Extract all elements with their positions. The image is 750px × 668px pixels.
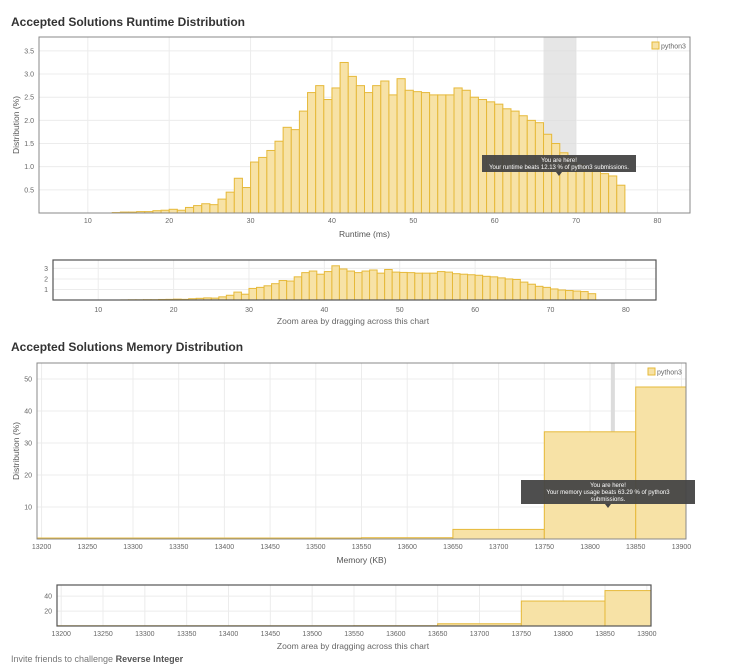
plot-frame <box>36 362 687 540</box>
y-axis-title: Distribution (%) <box>11 422 21 480</box>
memory-distribution-chart[interactable]: 13200 13250 13300 13350 13400 13450 13500 13550… <box>0 0 750 570</box>
x-tick-label: 13350 <box>177 631 197 638</box>
legend-label: python3 <box>657 370 682 377</box>
x-tick-label: 13300 <box>123 544 143 551</box>
y-tick-label: 2.0 <box>24 118 34 125</box>
runtime-zoom-navigator[interactable]: 10 20 30 40 50 60 70 80 1 2 3 Zoom area by dragging… <box>0 0 750 330</box>
runtime-tooltip-pointer <box>556 172 562 176</box>
x-tick-label: 13400 <box>219 631 239 638</box>
y-tick-label: 1 <box>44 287 48 294</box>
x-tick-label: 13200 <box>32 544 52 551</box>
plot-frame <box>52 259 657 301</box>
memory-section-title: Accepted Solutions Memory Distribution <box>11 340 244 354</box>
runtime-tooltip-title: You are here! <box>541 158 577 164</box>
x-axis-title: Memory (KB) <box>336 555 386 565</box>
x-tick-label: 13550 <box>344 631 364 638</box>
invite-friends-text: Invite friends to challenge Reverse Inte… <box>11 654 183 664</box>
x-tick-label: 13700 <box>489 544 509 551</box>
y-tick-label: 0.5 <box>24 187 34 194</box>
x-tick-label: 13650 <box>443 544 463 551</box>
x-tick-label: 13900 <box>637 631 657 638</box>
x-tick-label: 13600 <box>386 631 406 638</box>
footer-prefix: Invite friends to challenge <box>11 654 114 664</box>
x-tick-label: 13300 <box>135 631 155 638</box>
memory-tooltip-box <box>521 480 695 504</box>
y-tick-label: 40 <box>44 594 52 601</box>
histogram-bar <box>635 386 687 540</box>
x-tick-label: 30 <box>247 218 255 225</box>
x-tick-label: 13800 <box>553 631 573 638</box>
x-tick-label: 80 <box>622 307 630 314</box>
y-tick-label: 1.0 <box>24 164 34 171</box>
y-tick-label: 3.0 <box>24 72 34 79</box>
x-tick-label: 20 <box>170 307 178 314</box>
legend-label: python3 <box>661 44 686 51</box>
plot-frame <box>38 36 691 214</box>
x-tick-label: 13750 <box>535 544 555 551</box>
x-tick-label: 13400 <box>215 544 235 551</box>
x-tick-label: 13900 <box>672 544 692 551</box>
x-tick-label: 50 <box>409 218 417 225</box>
x-tick-label: 13750 <box>512 631 532 638</box>
legend-swatch <box>647 367 656 376</box>
histogram-bar <box>604 590 652 627</box>
x-tick-label: 13600 <box>397 544 417 551</box>
y-tick-label: 20 <box>44 609 52 616</box>
runtime-distribution-chart[interactable]: 10 20 30 40 50 60 70 80 0.5 1.0 1.5 2.0 2.5 3.0 3.5 Run… <box>0 0 750 245</box>
x-tick-label: 13500 <box>302 631 322 638</box>
y-tick-label: 1.5 <box>24 141 34 148</box>
plot-frame <box>56 584 652 627</box>
x-tick-label: 13450 <box>261 631 281 638</box>
y-tick-label: 50 <box>24 377 32 384</box>
y-tick-label: 2 <box>44 276 48 283</box>
x-tick-label: 13450 <box>260 544 280 551</box>
y-axis-title: Distribution (%) <box>11 96 21 154</box>
x-tick-label: 13550 <box>352 544 372 551</box>
runtime-section-title: Accepted Solutions Runtime Distribution <box>11 15 246 29</box>
x-tick-label: 13350 <box>169 544 189 551</box>
memory-tooltip-text: Your memory usage beats 63.29 % of pytho… <box>546 490 670 496</box>
x-tick-label: 13700 <box>470 631 490 638</box>
x-tick-label: 13250 <box>93 631 113 638</box>
problem-link[interactable]: Reverse Integer <box>115 654 184 664</box>
y-tick-label: 3.5 <box>24 48 34 55</box>
x-tick-label: 30 <box>245 307 253 314</box>
x-tick-label: 60 <box>491 218 499 225</box>
x-tick-label: 13850 <box>595 631 615 638</box>
x-axis-title: Runtime (ms) <box>339 229 390 239</box>
y-tick-label: 10 <box>24 505 32 512</box>
histogram-bar <box>520 600 606 627</box>
memory-tooltip-text: submissions. <box>591 497 626 503</box>
x-tick-label: 80 <box>654 218 662 225</box>
x-tick-label: 13250 <box>78 544 98 551</box>
x-tick-label: 70 <box>572 218 580 225</box>
runtime-tooltip-text: Your runtime beats 12.13 % of python3 su… <box>489 165 629 171</box>
y-tick-label: 20 <box>24 473 32 480</box>
x-tick-label: 10 <box>94 307 102 314</box>
x-tick-label: 40 <box>320 307 328 314</box>
y-tick-label: 40 <box>24 409 32 416</box>
x-tick-label: 13850 <box>626 544 646 551</box>
y-tick-label: 30 <box>24 441 32 448</box>
y-tick-label: 2.5 <box>24 95 34 102</box>
runtime-zoom-hint: Zoom area by dragging across this chart <box>277 316 430 326</box>
x-tick-label: 13650 <box>428 631 448 638</box>
x-tick-label: 40 <box>328 218 336 225</box>
x-tick-label: 70 <box>547 307 555 314</box>
x-tick-label: 50 <box>396 307 404 314</box>
legend-swatch <box>651 41 660 50</box>
x-tick-label: 13800 <box>580 544 600 551</box>
x-tick-label: 60 <box>471 307 479 314</box>
x-tick-label: 10 <box>84 218 92 225</box>
memory-zoom-hint: Zoom area by dragging across this chart <box>277 641 430 651</box>
runtime-tooltip-box <box>482 155 636 172</box>
memory-tooltip-pointer <box>605 504 611 508</box>
x-tick-label: 13500 <box>306 544 326 551</box>
x-tick-label: 13200 <box>51 631 71 638</box>
memory-tooltip-title: You are here! <box>590 483 626 489</box>
y-tick-label: 3 <box>44 266 48 273</box>
x-tick-label: 20 <box>165 218 173 225</box>
